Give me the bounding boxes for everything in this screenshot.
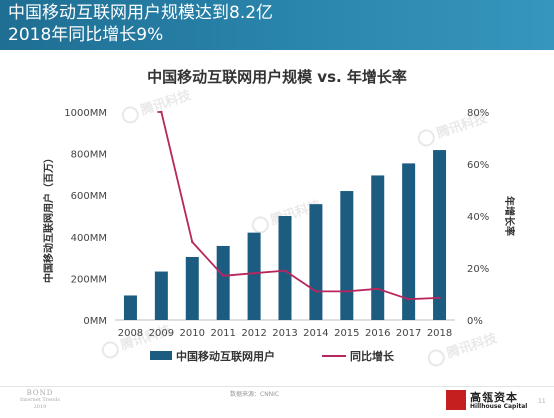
y2-axis-title: 年增长率 bbox=[503, 196, 516, 236]
footer-report-mark: BOND Internet Trends 2019 bbox=[8, 390, 72, 411]
bar-2011 bbox=[216, 245, 230, 320]
y-tick-label: 0MM bbox=[83, 316, 107, 327]
x-tick-label: 2016 bbox=[365, 328, 390, 339]
company-name-en: Hillhouse Capital bbox=[470, 403, 528, 410]
legend-label-growth: 同比增长 bbox=[350, 349, 395, 363]
footer-report-subtitle: Internet Trends bbox=[19, 397, 60, 403]
page-number: 11 bbox=[538, 398, 546, 405]
y2-tick-label: 20% bbox=[467, 264, 489, 275]
growth-point-2009 bbox=[160, 110, 163, 114]
bar-2017 bbox=[402, 163, 416, 320]
growth-point-2014 bbox=[314, 290, 318, 293]
title-banner: 中国移动互联网用户规模达到8.2亿 2018年同比增长9% bbox=[0, 0, 554, 50]
bar-2015 bbox=[340, 191, 354, 320]
chart-canvas: 0MM 200MM 400MM 600MM 800MM 1000MM 0% 20% 40% 60%… bbox=[42, 108, 516, 363]
growth-point-2016 bbox=[376, 287, 379, 290]
growth-point-2015 bbox=[345, 290, 349, 293]
bar-2014 bbox=[309, 204, 323, 320]
y2-tick-label: 0% bbox=[467, 316, 483, 327]
y-tick-label: 800MM bbox=[71, 150, 107, 161]
growth-rate-line bbox=[157, 111, 440, 301]
headline-line-2: 2018年同比增长9% bbox=[8, 25, 164, 45]
x-tick-label: 2013 bbox=[272, 328, 297, 339]
x-tick-label: 2010 bbox=[180, 328, 205, 339]
data-source: 数据来源：CNNIC bbox=[230, 391, 280, 398]
bar-2012 bbox=[247, 232, 261, 320]
bar-2008 bbox=[123, 295, 137, 320]
x-tick-label: 2017 bbox=[396, 328, 421, 339]
x-tick-label: 2014 bbox=[303, 328, 328, 339]
legend-bar-swatch bbox=[150, 351, 172, 360]
x-tick-label: 2008 bbox=[118, 328, 143, 339]
y-axis-title: 中国移动互联网用户（百万） bbox=[42, 153, 55, 283]
growth-point-2011 bbox=[221, 274, 225, 277]
y2-tick-label: 60% bbox=[467, 160, 489, 171]
y-tick-label: 1000MM bbox=[64, 108, 107, 119]
y-tick-label: 200MM bbox=[71, 274, 107, 285]
x-tick-label: 2012 bbox=[241, 328, 266, 339]
y-tick-label: 400MM bbox=[71, 233, 107, 244]
growth-point-2013 bbox=[283, 269, 287, 272]
growth-point-2012 bbox=[252, 272, 256, 275]
x-tick-label: 2011 bbox=[210, 328, 235, 339]
company-name-cn: 高瓴资本 bbox=[470, 391, 518, 404]
hillhouse-logo-icon bbox=[446, 390, 466, 410]
y2-tick-label: 80% bbox=[467, 108, 489, 119]
growth-point-2018 bbox=[438, 296, 441, 300]
legend-label-users: 中国移动互联网用户 bbox=[176, 349, 275, 363]
x-tick-label: 2009 bbox=[149, 328, 174, 339]
bar-2009 bbox=[154, 271, 168, 320]
bar-2018 bbox=[433, 150, 447, 320]
x-tick-label: 2015 bbox=[334, 328, 359, 339]
y2-tick-label: 40% bbox=[467, 212, 489, 223]
bar-2016 bbox=[371, 175, 385, 320]
y-tick-label: 600MM bbox=[71, 191, 107, 202]
chart-title: 中国移动互联网用户规模 vs. 年增长率 bbox=[147, 68, 407, 86]
growth-point-2010 bbox=[191, 240, 194, 244]
bar-2013 bbox=[278, 216, 292, 320]
x-tick-label: 2018 bbox=[427, 328, 452, 339]
headline-line-1: 中国移动互联网用户规模达到8.2亿 bbox=[8, 3, 274, 23]
bar-2010 bbox=[185, 256, 199, 320]
footer-divider bbox=[0, 386, 554, 387]
footer-report-title: BOND bbox=[26, 389, 54, 397]
footer-report-year: 2019 bbox=[33, 404, 47, 410]
growth-point-2017 bbox=[407, 298, 410, 301]
